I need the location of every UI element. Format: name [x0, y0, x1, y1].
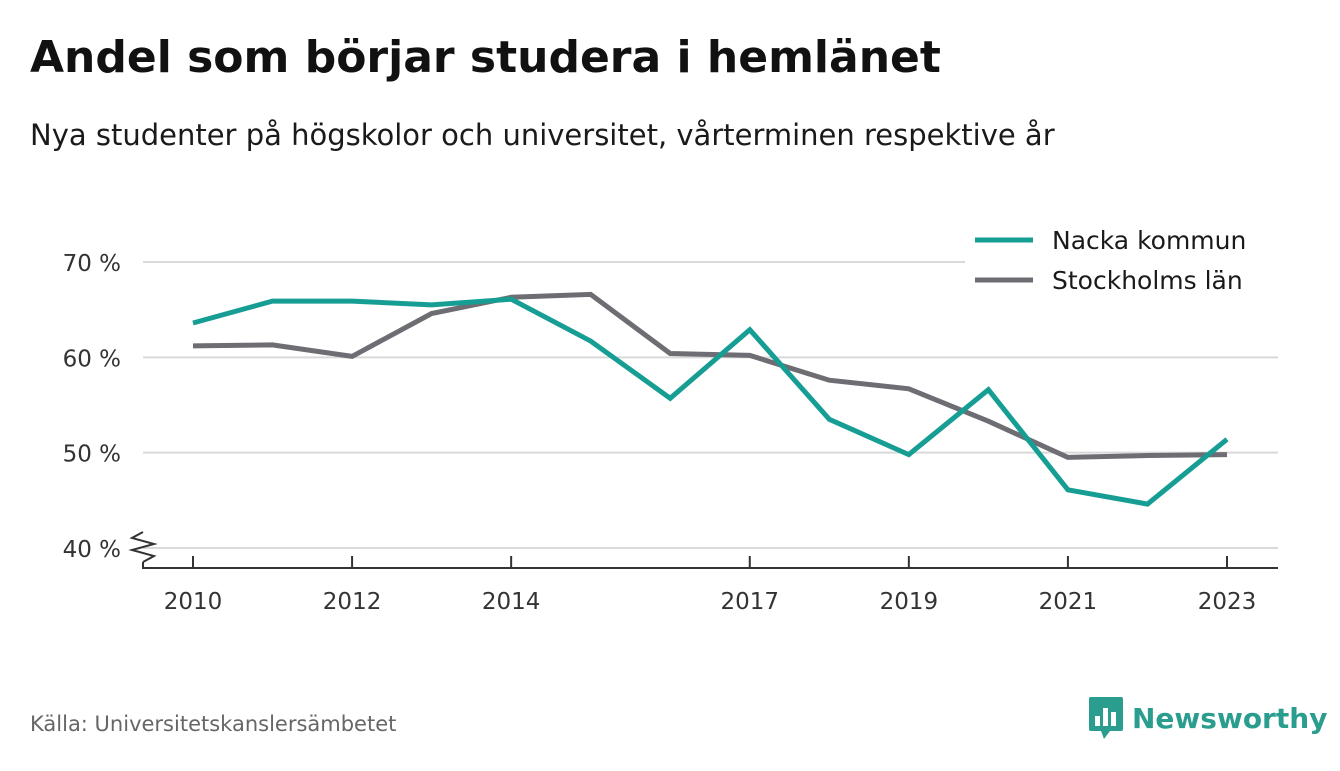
brand-name: Newsworthy [1132, 701, 1328, 735]
y-tick-label-50: 50 % [63, 442, 121, 468]
chart-title: Andel som börjar studera i hemlänet [30, 32, 941, 83]
x-tick-label-2023: 2023 [1198, 589, 1257, 615]
x-tick-label-2014: 2014 [482, 589, 541, 615]
line-chart: 40 % 50 % 60 % 70 % 2010 2012 2014 2017 2019 2021… [62, 218, 1280, 615]
source-note: Källa: Universitetskanslersämbetet [30, 712, 397, 736]
y-tick-label-40: 40 % [63, 537, 121, 563]
x-tick-label-2019: 2019 [880, 589, 939, 615]
legend-label-nacka-kommun: Nacka kommun [1052, 226, 1246, 255]
series-line-nacka-kommun [192, 296, 1229, 507]
legend-label-stockholms-län: Stockholms län [1052, 266, 1243, 295]
newsworthy-logo: Newsworthy [1088, 696, 1327, 740]
x-tick-label-2012: 2012 [323, 589, 382, 615]
legend-background [965, 218, 1280, 302]
bar-chart-speech-bubble-icon [1089, 697, 1123, 739]
x-tick-label-2010: 2010 [164, 589, 223, 615]
series-line-stockholms-län [192, 291, 1228, 460]
y-tick-label-70: 70 % [63, 251, 121, 277]
x-tick-label-2021: 2021 [1039, 589, 1098, 615]
chart-subtitle: Nya studenter på högskolor och universit… [30, 118, 1055, 152]
y-axis-break-marker [128, 531, 158, 563]
y-tick-label-60: 60 % [63, 346, 121, 372]
x-tick-label-2017: 2017 [720, 589, 779, 615]
